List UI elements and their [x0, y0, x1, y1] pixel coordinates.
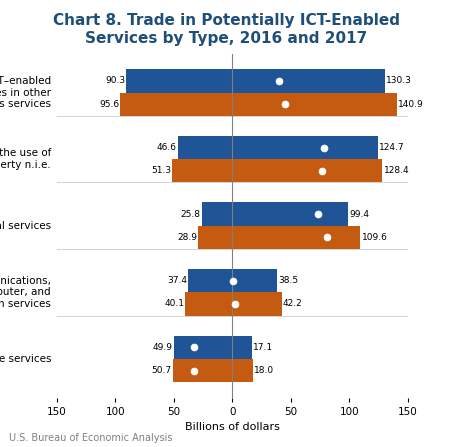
Text: 51.3: 51.3 [151, 166, 171, 175]
Bar [120, 93, 232, 116]
Bar [174, 336, 232, 359]
Bar [232, 136, 378, 159]
Text: 37.4: 37.4 [167, 276, 187, 285]
Bar [172, 159, 232, 182]
Text: 42.2: 42.2 [283, 299, 303, 308]
Text: U.S. Bureau of Economic Analysis: U.S. Bureau of Economic Analysis [9, 433, 173, 443]
Bar [232, 292, 282, 316]
Text: 109.6: 109.6 [361, 233, 387, 242]
Text: 130.3: 130.3 [386, 76, 412, 85]
Bar [232, 202, 348, 226]
X-axis label: Billions of dollars: Billions of dollars [185, 422, 280, 432]
Text: 49.9: 49.9 [153, 343, 173, 352]
Text: 18.0: 18.0 [255, 366, 275, 375]
Text: 124.7: 124.7 [379, 143, 405, 152]
Bar [232, 69, 385, 93]
Text: 128.4: 128.4 [384, 166, 409, 175]
Text: 17.1: 17.1 [253, 343, 274, 352]
Text: 99.4: 99.4 [350, 210, 370, 219]
Text: 90.3: 90.3 [105, 76, 125, 85]
Text: 95.6: 95.6 [99, 100, 119, 109]
Text: 46.6: 46.6 [156, 143, 177, 152]
Text: 25.8: 25.8 [181, 210, 201, 219]
Legend: 2016, 2017: 2016, 2017 [148, 444, 316, 447]
Bar [198, 226, 232, 249]
Text: Chart 8. Trade in Potentially ICT-Enabled
Services by Type, 2016 and 2017: Chart 8. Trade in Potentially ICT-Enable… [53, 13, 400, 46]
Bar [185, 292, 232, 316]
Bar [188, 269, 232, 292]
Bar [232, 226, 361, 249]
Text: 40.1: 40.1 [164, 299, 184, 308]
Bar [202, 202, 232, 226]
Text: 50.7: 50.7 [152, 366, 172, 375]
Bar [232, 269, 277, 292]
Bar [232, 159, 382, 182]
Text: 28.9: 28.9 [177, 233, 197, 242]
Bar [173, 359, 232, 382]
Bar [232, 336, 252, 359]
Text: 38.5: 38.5 [279, 276, 299, 285]
Text: 140.9: 140.9 [398, 100, 424, 109]
Bar [232, 359, 253, 382]
Bar [178, 136, 232, 159]
Bar [126, 69, 232, 93]
Bar [232, 93, 397, 116]
